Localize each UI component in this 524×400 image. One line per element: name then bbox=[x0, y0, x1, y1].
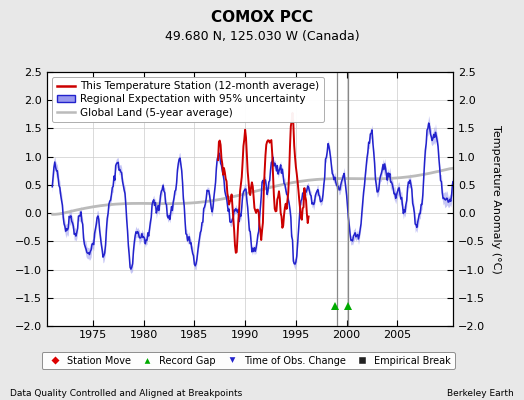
Text: 49.680 N, 125.030 W (Canada): 49.680 N, 125.030 W (Canada) bbox=[165, 30, 359, 43]
Y-axis label: Temperature Anomaly (°C): Temperature Anomaly (°C) bbox=[491, 125, 501, 273]
Legend: Station Move, Record Gap, Time of Obs. Change, Empirical Break: Station Move, Record Gap, Time of Obs. C… bbox=[41, 352, 454, 369]
Text: Data Quality Controlled and Aligned at Breakpoints: Data Quality Controlled and Aligned at B… bbox=[10, 389, 243, 398]
Text: COMOX PCC: COMOX PCC bbox=[211, 10, 313, 25]
Text: Berkeley Earth: Berkeley Earth bbox=[447, 389, 514, 398]
Legend: This Temperature Station (12-month average), Regional Expectation with 95% uncer: This Temperature Station (12-month avera… bbox=[52, 77, 324, 122]
